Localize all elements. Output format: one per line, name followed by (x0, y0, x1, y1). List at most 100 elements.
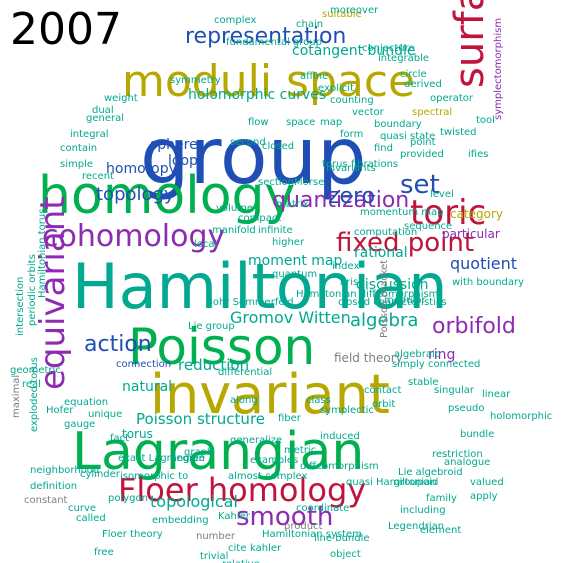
cloud-word-loop: loop (168, 153, 198, 169)
cloud-word-valued: valued (470, 477, 504, 488)
cloud-word-moduli-space: moduli space (122, 56, 416, 107)
cloud-word-suitable: suitable (322, 9, 362, 20)
cloud-word-section: section (258, 177, 295, 188)
cloud-word-family: family (426, 493, 457, 504)
cloud-word-diffeomorphism: diffeomorphism (300, 461, 379, 472)
cloud-word-called: called (76, 513, 106, 524)
cloud-word-restriction: restriction (432, 449, 483, 460)
cloud-word-compact: compact (238, 213, 282, 224)
cloud-word-quotient: quotient (450, 254, 518, 273)
cloud-word-cotangent-bundle: cotangent bundle (292, 43, 416, 59)
cloud-word-floer-homology: Floer homology (118, 471, 367, 509)
cloud-word-quasi-state: quasi state (380, 131, 436, 142)
cloud-word-torus: torus (122, 427, 153, 441)
cloud-word-find: find (374, 143, 393, 154)
cloud-word-higher: higher (272, 237, 305, 248)
cloud-word-polygon: polygon (108, 493, 148, 504)
cloud-word-hamiltonian-torus: Hamiltonian torus (37, 208, 48, 298)
cloud-word-connection: connection (116, 359, 172, 370)
cloud-word-pseudo: pseudo (448, 403, 485, 414)
cloud-word-induced: induced (320, 431, 360, 442)
cloud-word-map: map (320, 117, 343, 128)
cloud-word-holomorphic-curves: holomorphic curves (188, 87, 327, 103)
cloud-word-invariant: invariant (150, 363, 390, 426)
cloud-word-symplectomorphism: symplectomorphism (493, 17, 504, 120)
cloud-word-algebra: algebra (350, 310, 419, 331)
cloud-word-general: general (86, 113, 125, 124)
cloud-word-representation: representation (185, 24, 347, 49)
cloud-word-simply-connected: simply connected (392, 359, 481, 370)
cloud-word-hofer: Hofer (46, 405, 74, 416)
cloud-word-level: level (430, 189, 454, 200)
cloud-word-algebraic: algebraic (394, 349, 441, 360)
cloud-word-definition: definition (30, 481, 78, 492)
cloud-word-including: including (400, 505, 446, 516)
cloud-word-fiber: fiber (278, 413, 301, 424)
cloud-word-closed: closed (262, 141, 295, 152)
cloud-word-rational: rational (354, 245, 408, 261)
cloud-word-complex: complex (214, 15, 257, 26)
cloud-word-homotopy: homotopy (106, 161, 177, 177)
cloud-word-natural: natural (122, 379, 173, 395)
cloud-word-moment-map: moment map (248, 253, 343, 269)
cloud-word-space: space (286, 117, 316, 128)
cloud-word-topological: topological (150, 492, 238, 511)
cloud-word-periodic-orbits: periodic orbits (27, 254, 38, 326)
cloud-word-apply: apply (470, 491, 498, 502)
cloud-word-geometric: geometric (10, 365, 61, 376)
cloud-word-bohr-sommerfeld: Bohr Sommerfeld (206, 297, 294, 308)
cloud-word-circle: circle (400, 69, 427, 80)
cloud-word-cite: cite (228, 543, 247, 554)
cloud-word-trivial: trivial (200, 551, 229, 562)
cloud-word-contain: contain (60, 143, 98, 154)
cloud-word-hamiltonian-system: Hamiltonian system (262, 529, 362, 540)
cloud-word-symplectic: symplectic (320, 405, 374, 416)
cloud-word-number: number (196, 531, 236, 542)
cloud-word-recent: recent (82, 171, 114, 182)
cloud-word-product: product (284, 521, 323, 532)
cloud-word-object: object (330, 549, 361, 560)
cloud-word-invariants: invariants (326, 163, 376, 174)
cloud-word-differential: differential (218, 367, 273, 378)
cloud-word-spectral: spectral (412, 107, 453, 118)
cloud-word-local: local (194, 239, 218, 250)
cloud-word-flow: flow (248, 117, 269, 128)
cloud-word-boundary: boundary (374, 119, 422, 130)
cloud-word-line-bundle: line bundle (314, 533, 370, 544)
cloud-word-group: group (140, 112, 367, 202)
cloud-word-fact: fact (110, 433, 130, 444)
cloud-word-examples: examples (250, 455, 299, 466)
cloud-word-affine: affine (300, 71, 329, 82)
cloud-word-along: along (230, 395, 258, 406)
cloud-word-form: form (340, 129, 364, 140)
cloud-word-orbit: orbit (372, 399, 396, 410)
cloud-word-second: second (230, 137, 266, 148)
cloud-word-graph: graph (184, 447, 214, 458)
cloud-word-operator: operator (430, 93, 474, 104)
cloud-word-smooth: smooth (236, 502, 334, 532)
cloud-word-infinite: infinite (258, 225, 293, 236)
year-label: 2007 (10, 4, 122, 55)
cloud-word-category: category (450, 207, 504, 221)
cloud-word-holomorphic: holomorphic (490, 411, 553, 422)
cloud-word-closed-characteristics: closed characteristics (338, 297, 447, 308)
cloud-word-manifold: manifold (212, 225, 256, 236)
cloud-word-embedding: embedding (152, 515, 209, 526)
cloud-word-degree: degree (170, 453, 206, 464)
cloud-word-class: class (306, 395, 331, 406)
cloud-word-particular: particular (442, 227, 500, 241)
cloud-word-linear: linear (482, 389, 511, 400)
cloud-word-with-boundary: with boundary (452, 277, 525, 288)
cloud-word-quantum: quantum (272, 269, 318, 280)
cloud-word-weight: weight (104, 93, 138, 104)
cloud-word-legendrian: Legendrian (388, 521, 445, 532)
cloud-word-vector: vector (352, 107, 384, 118)
cloud-word-equation: equation (64, 397, 109, 408)
cloud-word-generalize: generalize (230, 435, 283, 446)
cloud-word-hamiltonian-diffeomorphism: Hamiltonian diffeomorphism (296, 289, 439, 300)
cloud-word-almost-complex: almost complex (228, 471, 308, 482)
cloud-word-gromov-witten: Gromov Witten (230, 308, 351, 327)
cloud-word-poisson-bracket: Poisson bracket (379, 259, 390, 338)
cloud-word-fundamental-group: fundamental group (226, 37, 322, 48)
